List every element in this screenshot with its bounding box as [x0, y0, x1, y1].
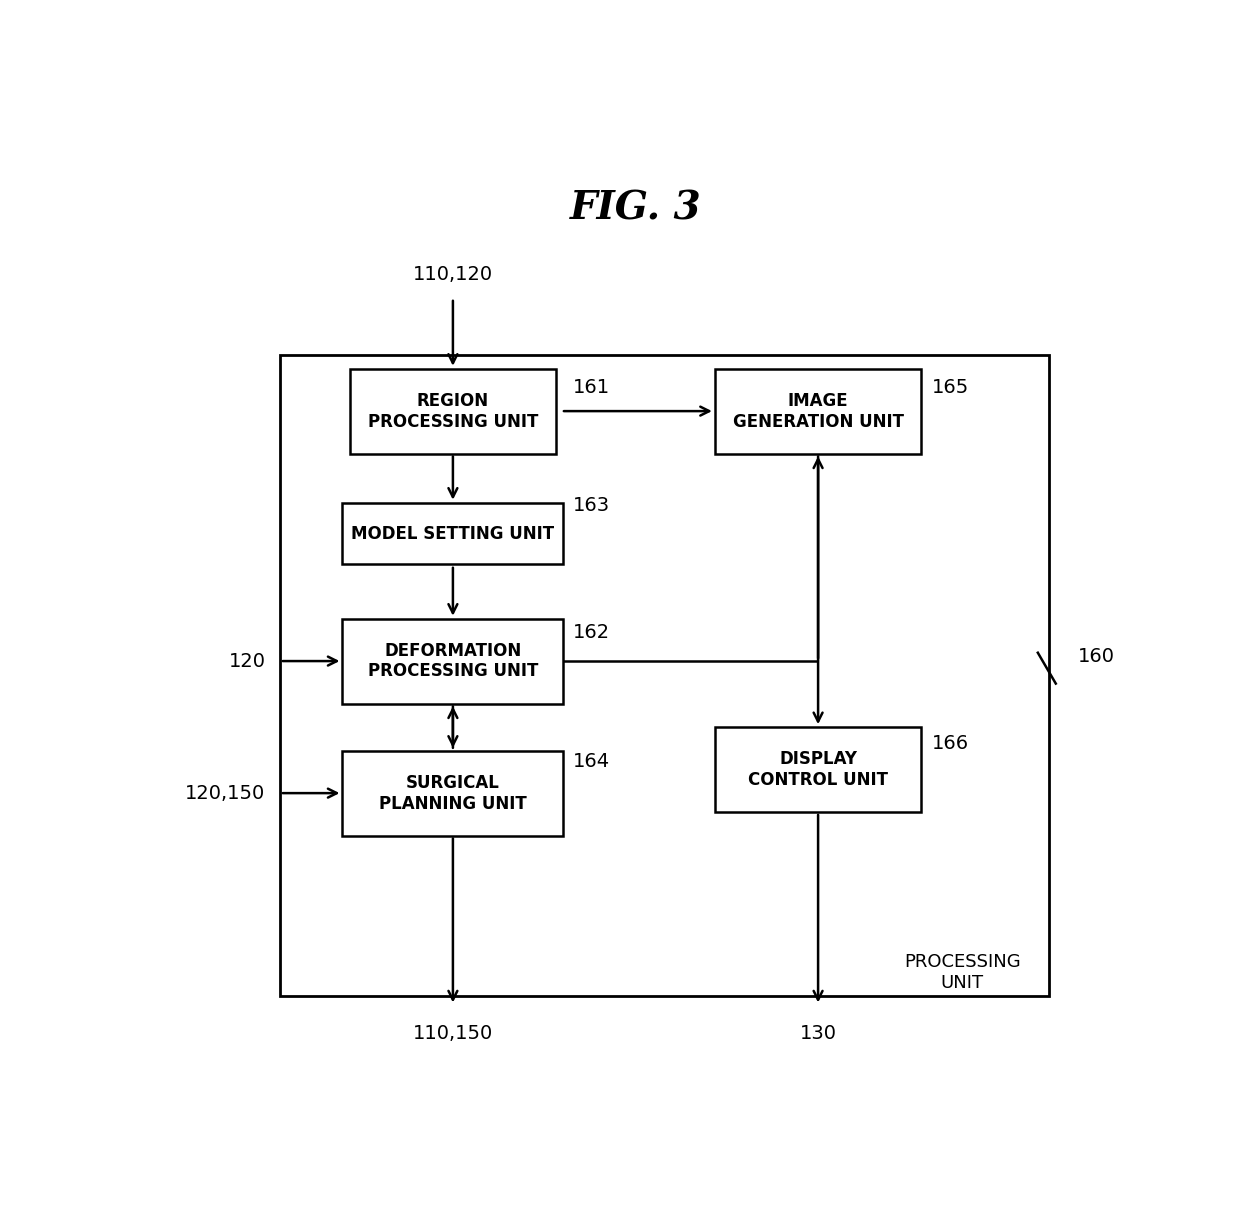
Text: FIG. 3: FIG. 3 — [569, 190, 702, 228]
Bar — [350, 369, 557, 453]
Text: 110,150: 110,150 — [413, 1024, 494, 1044]
Text: 162: 162 — [573, 624, 610, 642]
Text: 130: 130 — [800, 1024, 837, 1044]
Text: 166: 166 — [931, 734, 968, 752]
Bar — [342, 503, 563, 565]
Text: 165: 165 — [931, 379, 968, 397]
Text: PROCESSING
UNIT: PROCESSING UNIT — [904, 953, 1021, 992]
Text: IMAGE
GENERATION UNIT: IMAGE GENERATION UNIT — [733, 392, 904, 430]
Text: 120,150: 120,150 — [185, 784, 265, 802]
Text: MODEL SETTING UNIT: MODEL SETTING UNIT — [351, 524, 554, 543]
Text: SURGICAL
PLANNING UNIT: SURGICAL PLANNING UNIT — [379, 774, 527, 812]
Bar — [342, 619, 563, 703]
Text: DEFORMATION
PROCESSING UNIT: DEFORMATION PROCESSING UNIT — [368, 642, 538, 680]
Text: 160: 160 — [1078, 647, 1115, 666]
Text: 110,120: 110,120 — [413, 265, 494, 284]
Text: 120: 120 — [228, 652, 265, 670]
Bar — [714, 728, 921, 812]
Text: REGION
PROCESSING UNIT: REGION PROCESSING UNIT — [368, 392, 538, 430]
Text: 163: 163 — [573, 496, 610, 514]
Text: DISPLAY
CONTROL UNIT: DISPLAY CONTROL UNIT — [748, 750, 888, 789]
Bar — [714, 369, 921, 453]
Bar — [280, 354, 1049, 996]
Bar — [342, 751, 563, 835]
Text: 164: 164 — [573, 752, 610, 772]
Text: 161: 161 — [573, 379, 610, 397]
